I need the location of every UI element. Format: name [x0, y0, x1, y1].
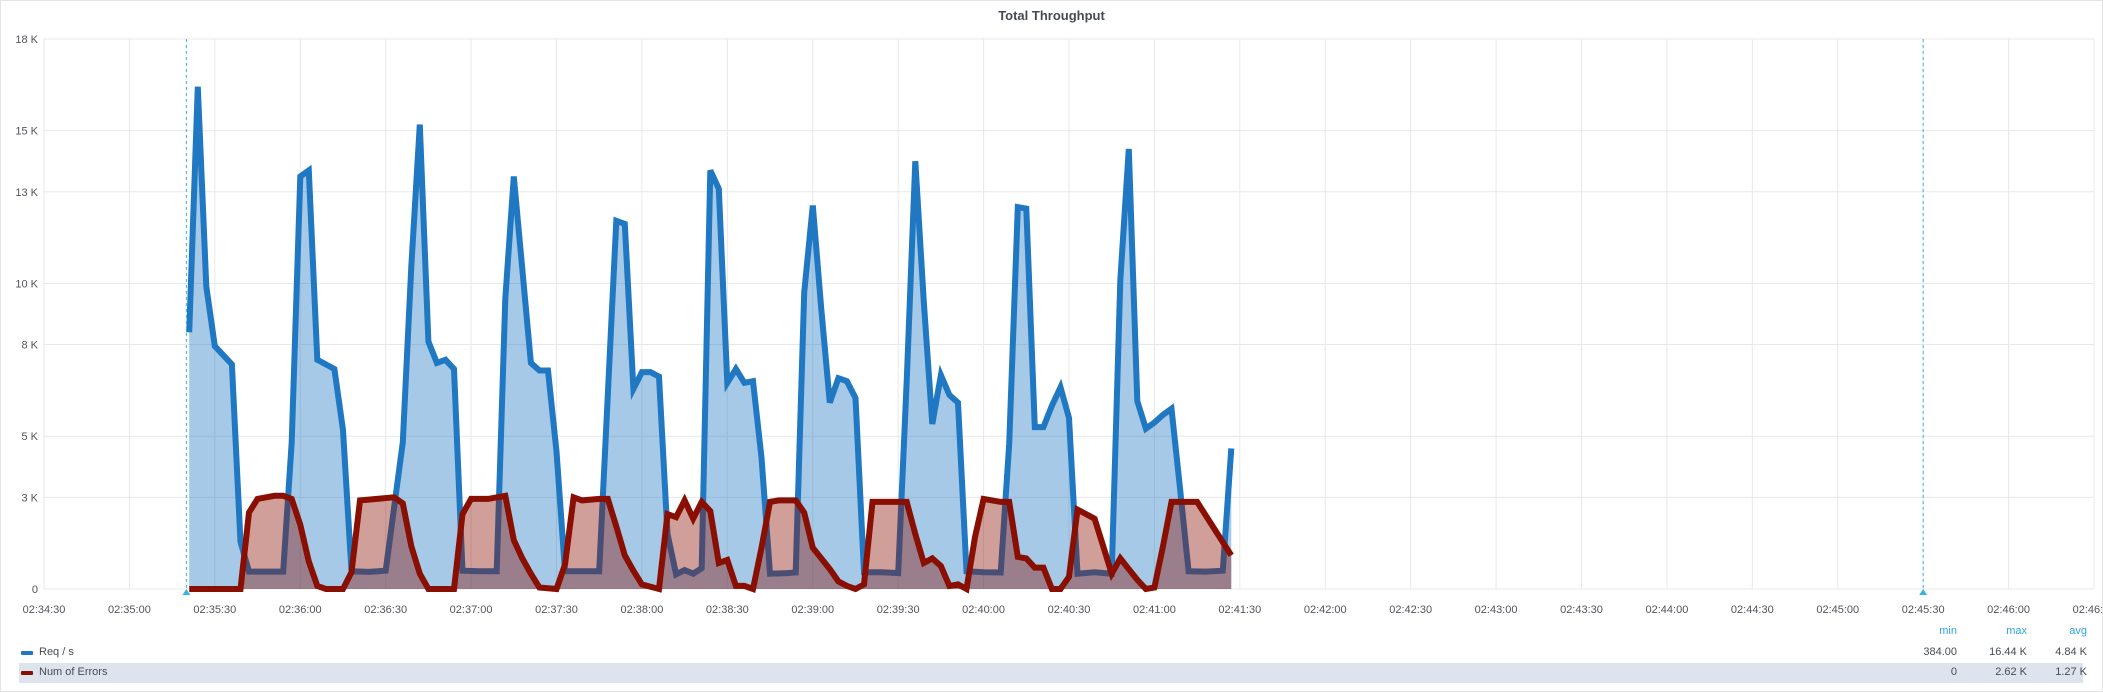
- legend-avg-req: 4.84 K: [2055, 646, 2087, 658]
- x-tick-label: 02:42:30: [1389, 604, 1432, 616]
- x-tick-label: 02:43:30: [1560, 604, 1603, 616]
- x-tick-label: 02:40:00: [962, 604, 1005, 616]
- x-tick-label: 02:38:00: [621, 604, 664, 616]
- y-tick-label: 10 K: [15, 278, 38, 290]
- y-tick-label: 3 K: [21, 492, 38, 504]
- x-tick-label: 02:42:00: [1304, 604, 1347, 616]
- y-tick-label: 0: [32, 584, 38, 596]
- x-tick-label: 02:39:00: [791, 604, 834, 616]
- legend-row-errors[interactable]: Num of Errors 0 2.62 K 1.27 K: [19, 663, 2087, 683]
- legend-label-req[interactable]: Req / s: [39, 646, 74, 658]
- x-tick-label: 02:36:30: [364, 604, 407, 616]
- x-tick-label: 02:46:00: [1987, 604, 2030, 616]
- y-tick-label: 13 K: [15, 187, 38, 199]
- series-area-0: [189, 86, 1232, 589]
- x-tick-label: 02:37:30: [535, 604, 578, 616]
- y-tick-label: 5 K: [21, 431, 38, 443]
- legend-header-max[interactable]: max: [2006, 625, 2027, 637]
- x-tick-label: 02:35:30: [193, 604, 236, 616]
- legend-avg-errors: 1.27 K: [2055, 666, 2087, 678]
- legend-max-req: 16.44 K: [1989, 646, 2027, 658]
- x-tick-label: 02:38:30: [706, 604, 749, 616]
- panel-title[interactable]: Total Throughput: [998, 8, 1105, 23]
- legend-max-errors: 2.62 K: [1995, 666, 2027, 678]
- x-tick-label: 02:36:00: [279, 604, 322, 616]
- x-tick-label: 02:34:30: [23, 604, 66, 616]
- time-marker-icon[interactable]: [1919, 589, 1928, 595]
- series-line-1[interactable]: [189, 492, 1234, 594]
- y-axis-ticks: 0 3 K 5 K 8 K 10 K 13 K 15 K 18 K: [15, 34, 38, 596]
- x-tick-label: 02:41:00: [1133, 604, 1176, 616]
- throughput-chart[interactable]: 0 3 K 5 K 8 K 10 K 13 K 15 K 18 K 02:34:30 02:35…: [1, 1, 2102, 621]
- legend-row-req[interactable]: Req / s 384.00 16.44 K 4.84 K: [19, 643, 2087, 663]
- x-tick-label: 02:45:00: [1816, 604, 1859, 616]
- x-tick-label: 02:37:00: [450, 604, 493, 616]
- x-tick-label: 02:40:30: [1048, 604, 1091, 616]
- x-tick-label: 02:35:00: [108, 604, 151, 616]
- y-tick-label: 18 K: [15, 34, 38, 46]
- x-tick-label: 02:41:30: [1218, 604, 1261, 616]
- legend-swatch-errors[interactable]: [21, 671, 33, 675]
- y-tick-label: 8 K: [21, 340, 38, 352]
- legend-min-errors: 0: [1950, 666, 1957, 678]
- series-layer: [186, 86, 1235, 594]
- x-tick-label: 02:39:30: [877, 604, 920, 616]
- legend-header-min[interactable]: min: [1939, 625, 1957, 637]
- x-tick-label: 02:43:00: [1475, 604, 1518, 616]
- legend-header-avg[interactable]: avg: [2069, 625, 2087, 637]
- x-tick-label: 02:46:30: [2073, 604, 2102, 616]
- grid: [43, 38, 2095, 590]
- legend-label-errors[interactable]: Num of Errors: [39, 666, 108, 678]
- legend-swatch-req[interactable]: [21, 651, 33, 655]
- x-tick-label: 02:44:30: [1731, 604, 1774, 616]
- x-tick-label: 02:44:00: [1646, 604, 1689, 616]
- legend-min-req: 384.00: [1923, 646, 1957, 658]
- time-markers: [182, 39, 1928, 595]
- x-axis-ticks: 02:34:30 02:35:00 02:35:30 02:36:00 02:36:30…: [23, 604, 2102, 616]
- y-tick-label: 15 K: [15, 126, 38, 138]
- x-tick-label: 02:45:30: [1902, 604, 1945, 616]
- time-marker-icon[interactable]: [182, 589, 191, 595]
